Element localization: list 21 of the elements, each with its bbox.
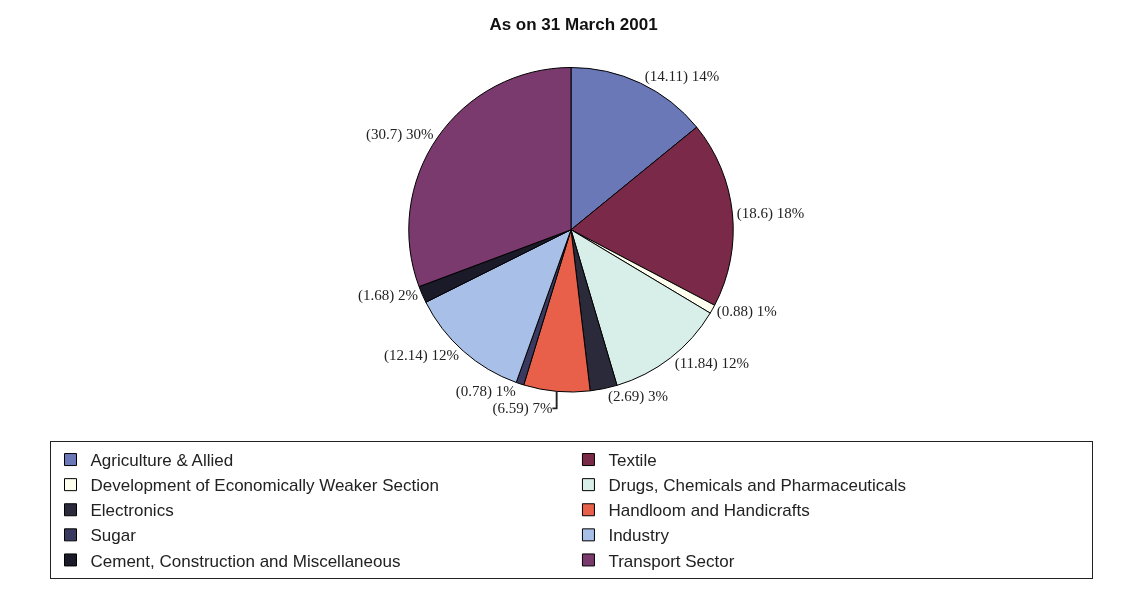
- data-label: (1.68) 2%: [357, 287, 418, 305]
- legend-label: Agriculture & Allied: [90, 451, 234, 471]
- data-label: (0.88) 1%: [716, 302, 777, 320]
- chart-title: As on 31 March 2001: [489, 14, 658, 34]
- legend-label: Drugs, Chemicals and Pharmaceuticals: [608, 476, 907, 496]
- data-label: (2.69) 3%: [607, 388, 668, 406]
- data-label: (0.78) 1%: [455, 382, 516, 400]
- data-label: (11.84) 12%: [674, 354, 750, 372]
- data-label: (30.7) 30%: [365, 126, 434, 144]
- data-label: (12.14) 12%: [384, 347, 460, 365]
- legend-label: Development of Economically Weaker Section: [90, 476, 439, 496]
- legend-label: Electronics: [90, 501, 174, 521]
- legend-label: Textile: [608, 451, 657, 471]
- data-label: (18.6) 18%: [736, 204, 805, 222]
- data-label: (6.59) 7%: [492, 399, 553, 417]
- data-label: (14.11) 14%: [644, 67, 720, 85]
- legend-label: Cement, Construction and Miscellaneous: [90, 551, 401, 571]
- legend-label: Transport Sector: [608, 551, 735, 571]
- legend-label: Industry: [608, 526, 670, 546]
- legend-label: Sugar: [90, 526, 137, 546]
- legend-label: Handloom and Handicrafts: [608, 501, 810, 521]
